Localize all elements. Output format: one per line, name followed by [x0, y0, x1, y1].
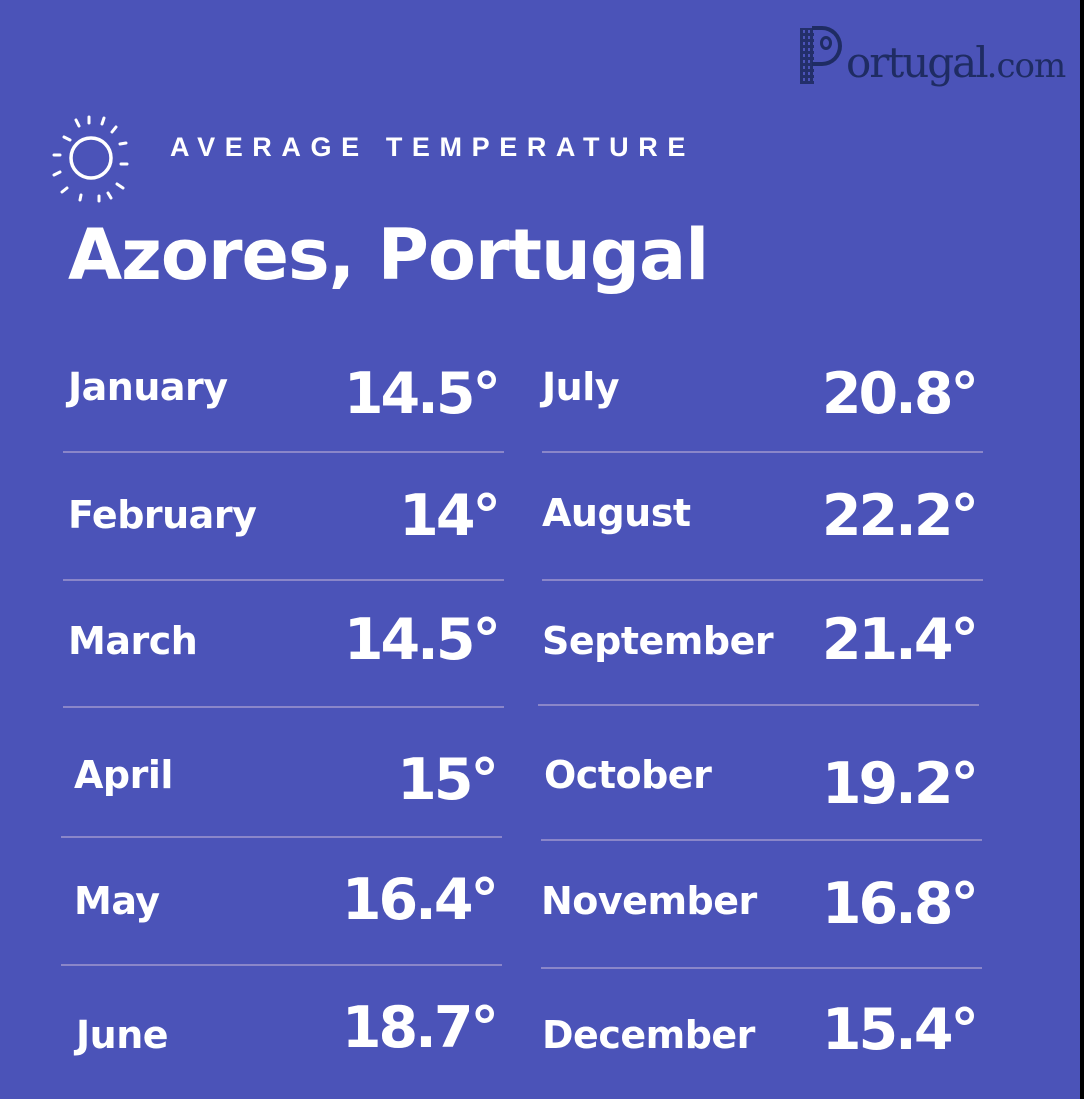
sun-icon: [52, 115, 129, 203]
month-label: July: [542, 365, 620, 409]
temperature-value: 16.4°: [341, 867, 499, 933]
month-label: April: [74, 753, 173, 797]
temperature-value: 15°: [397, 747, 499, 813]
page-title: Azores, Portugal: [68, 214, 709, 296]
temperature-value: 22.2°: [821, 483, 979, 549]
temperature-value: 15.4°: [821, 997, 979, 1063]
temperature-value: 14°: [399, 483, 501, 549]
month-label: October: [544, 753, 712, 797]
divider: [538, 704, 979, 706]
month-label: March: [68, 619, 198, 663]
month-label: September: [542, 619, 774, 663]
month-label: November: [541, 879, 757, 923]
divider: [542, 451, 983, 453]
divider: [542, 579, 983, 581]
divider: [63, 706, 504, 708]
month-label: February: [68, 493, 257, 537]
logo-text: ortugal.com: [846, 38, 1066, 87]
temperature-value: 19.2°: [821, 751, 979, 817]
temperature-value: 20.8°: [821, 361, 979, 427]
divider: [63, 451, 504, 453]
subtitle: AVERAGE TEMPERATURE: [170, 132, 695, 162]
month-label: December: [542, 1013, 755, 1057]
temperature-value: 14.5°: [343, 361, 501, 427]
divider: [61, 964, 502, 966]
month-label: August: [542, 491, 691, 535]
temperature-value: 16.8°: [821, 871, 979, 937]
temperature-value: 14.5°: [343, 607, 501, 673]
logo-mark-icon: [800, 26, 844, 88]
divider: [63, 579, 504, 581]
temperature-value: 18.7°: [341, 995, 499, 1061]
portugal-com-logo[interactable]: ortugal.com: [800, 12, 1066, 88]
temperature-value: 21.4°: [821, 607, 979, 673]
divider: [61, 836, 502, 838]
month-label: June: [76, 1013, 169, 1057]
divider: [541, 967, 982, 969]
month-label: January: [68, 365, 228, 409]
divider: [541, 839, 982, 841]
month-label: May: [74, 879, 160, 923]
